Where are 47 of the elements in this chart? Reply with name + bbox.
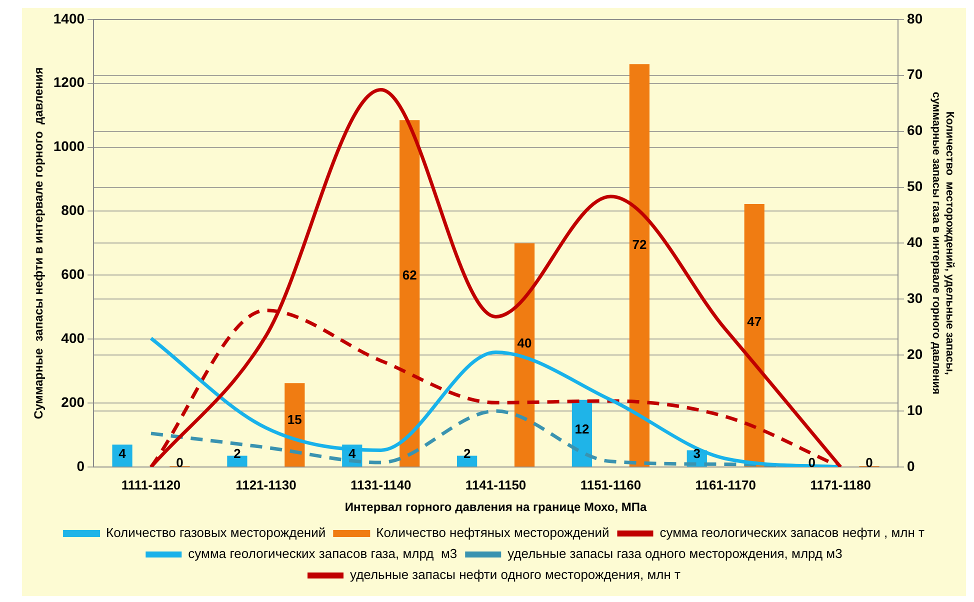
y2-tick-label: 70 xyxy=(907,66,923,82)
y-tick-label: 400 xyxy=(61,330,85,346)
legend-label: Количество нефтяных месторождений xyxy=(376,525,610,540)
y-tick-label: 1200 xyxy=(53,74,85,90)
x-tick-label: 1171-1180 xyxy=(810,477,871,492)
x-tick-label: 1131-1140 xyxy=(350,477,412,492)
data-label: 4 xyxy=(348,446,357,462)
y-tick-label: 1400 xyxy=(53,10,85,26)
y2-tick-label: 80 xyxy=(907,10,923,26)
data-label: 72 xyxy=(632,236,647,252)
y2-tick-label: 20 xyxy=(907,346,923,362)
y-tick-label: 600 xyxy=(61,266,85,282)
legend-label: Количество газовых месторождений xyxy=(106,525,326,540)
legend-label: сумма геологических запасов газа, млрд м3 xyxy=(188,546,458,562)
y-tick-label: 800 xyxy=(61,202,85,218)
y2-tick-label: 30 xyxy=(907,290,923,306)
bar xyxy=(744,204,764,467)
x-axis-title: Интервал горного давления на границе Мохо, МПа xyxy=(344,500,647,514)
x-tick-label: 1151-1160 xyxy=(580,477,642,492)
bar xyxy=(400,120,420,467)
x-tick-label: 1141-1150 xyxy=(465,477,526,492)
data-label: 4 xyxy=(118,446,127,462)
y-tick-label: 0 xyxy=(76,458,85,474)
x-tick-label: 1121-1130 xyxy=(236,477,296,492)
bar xyxy=(514,243,535,467)
data-label: 62 xyxy=(402,268,417,283)
legend-label: удельные запасы нефти одного месторождения, млн т xyxy=(350,567,681,582)
y2-tick-label: 50 xyxy=(907,178,923,194)
legend-label: сумма геологических запасов нефти , млн т xyxy=(660,525,925,540)
bar xyxy=(112,444,132,467)
data-label: 12 xyxy=(574,421,590,436)
y2-tick-label: 0 xyxy=(907,458,916,474)
legend-label: удельные запасы газа одного месторождения, млрд м3 xyxy=(508,546,842,562)
y2-axis-title: Количество месторождений, удельные запасы, суммарные запасы газа в интервале горного давления xyxy=(930,92,956,394)
y2-tick-label: 60 xyxy=(907,122,923,138)
x-tick-label: 1161-1170 xyxy=(695,477,756,492)
data-label: 47 xyxy=(747,314,762,329)
y-tick-label: 200 xyxy=(61,394,85,410)
data-label: 40 xyxy=(517,335,532,350)
data-label: 15 xyxy=(287,412,302,428)
x-tick-label: 1111-1120 xyxy=(121,477,181,492)
y2-tick-label: 40 xyxy=(907,234,923,250)
bar xyxy=(629,64,650,467)
y-axis-title: Суммарные запасы нефти в интервале горного давления xyxy=(32,67,46,420)
y2-tick-label: 10 xyxy=(907,402,923,418)
y-tick-label: 1000 xyxy=(53,138,85,154)
data-label: 3 xyxy=(693,446,701,462)
